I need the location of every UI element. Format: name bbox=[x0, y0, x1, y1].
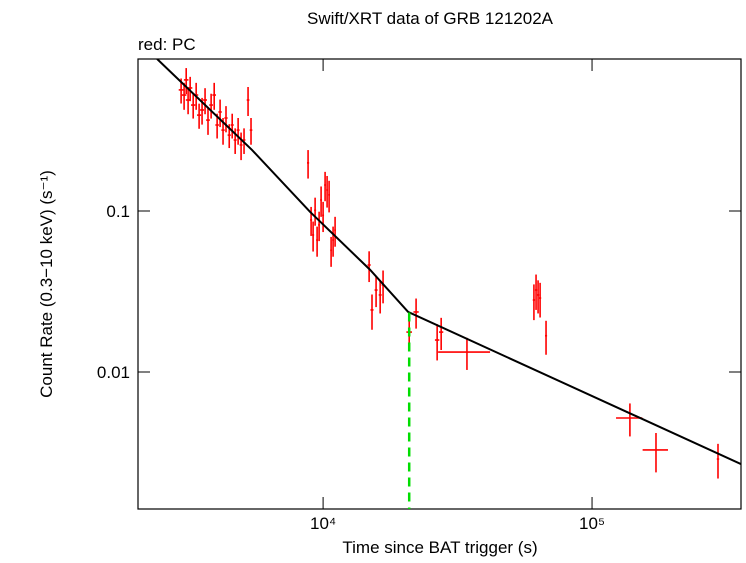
fit-line bbox=[156, 59, 741, 465]
y-axis-label: Count Rate (0.3−10 keV) (s⁻¹) bbox=[37, 170, 56, 398]
x-tick-label: 10⁴ bbox=[310, 514, 336, 533]
y-tick-label: 0.1 bbox=[106, 202, 130, 221]
legend-text: red: PC bbox=[138, 35, 196, 54]
chart-title: Swift/XRT data of GRB 121202A bbox=[307, 9, 554, 28]
plot-frame bbox=[137, 58, 742, 510]
x-axis-label: Time since BAT trigger (s) bbox=[342, 538, 537, 557]
x-tick-label: 10⁵ bbox=[579, 514, 605, 533]
y-tick-label: 0.01 bbox=[97, 363, 130, 382]
